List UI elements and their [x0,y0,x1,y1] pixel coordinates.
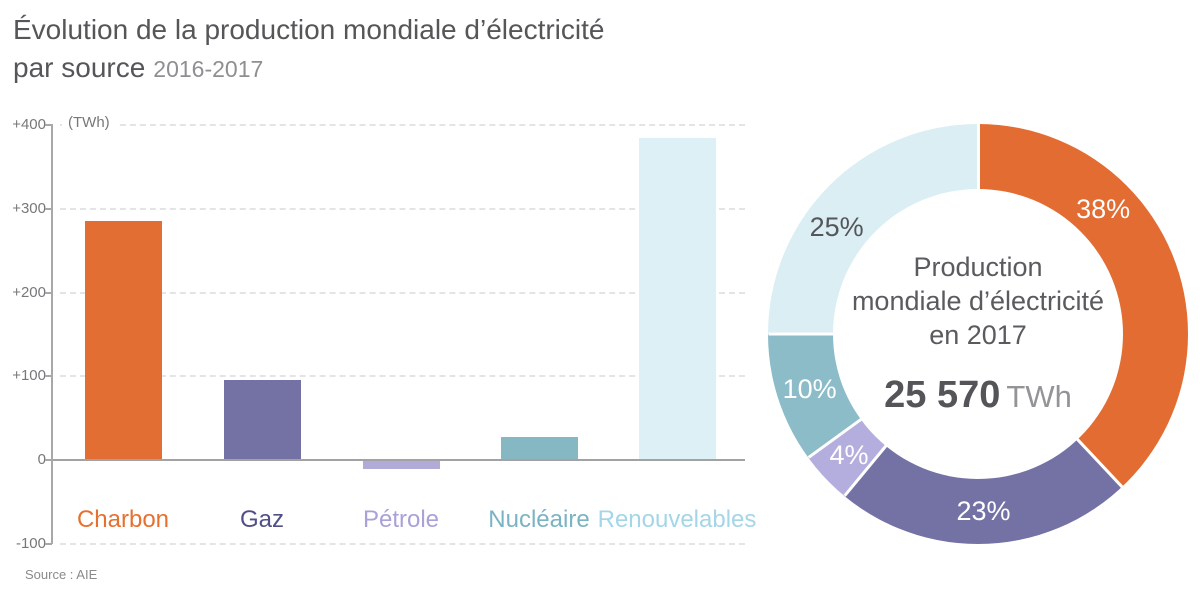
source-caption: Source : AIE [25,567,98,582]
donut-center-line-2: mondiale d’électricité [851,286,1105,316]
donut-hole [833,189,1123,479]
donut-center-text: Production mondiale d’électricité en 201… [818,250,1138,417]
y-tick-mark [45,207,52,210]
y-axis-unit-label: (TWh) [62,114,116,131]
y-axis-line [51,124,53,544]
y-tick-label: +400 [12,116,46,133]
slice-pct-label-renouvelables: 25% [809,212,864,243]
donut-total-unit: TWh [1006,379,1072,414]
page-title-line1: Évolution de la production mondiale d’él… [13,14,605,45]
bar-gaz [223,380,301,460]
gridline-300 [60,207,745,210]
category-label-gaz: Gaz [239,506,284,533]
title-period: 2016-2017 [153,56,264,82]
y-tick-mark [45,542,52,545]
y-tick-label: 0 [37,451,46,468]
slice-pct-label-pétrole: 4% [829,440,869,471]
gridline--100 [60,542,745,545]
gridline-400 [60,124,745,126]
zero-baseline [53,459,745,461]
slice-pct-label-charbon: 38% [1076,193,1131,224]
y-tick-mark [45,375,52,378]
slice-pct-label-gaz: 23% [956,495,1011,526]
y-tick-label: +200 [12,283,46,301]
donut-total-value: 25 570 [884,374,1001,416]
donut-center-line-3: en 2017 [929,320,1027,350]
slice-pct-label-nucléaire: 10% [782,373,837,404]
y-tick-label: +100 [12,367,46,385]
category-label-pétrole: Pétrole [362,506,440,533]
y-tick-mark [45,291,52,294]
bar-renouvelables [638,137,716,460]
y-tick-label: -100 [15,534,46,552]
category-label-charbon: Charbon [76,506,170,533]
category-label-nucléaire: Nucléaire [488,506,590,533]
donut-center-line-1: Production [913,252,1043,282]
gridline-200 [60,291,745,294]
bar-nucléaire [500,437,578,460]
y-tick-label: +300 [12,199,46,217]
donut-total-row: 25 570 TWh [818,374,1138,417]
page-title-line2-text: par source [13,52,146,83]
page-title-line2: par source 2016-2017 [13,50,263,87]
category-label-renouvelables: Renouvelables [597,506,757,533]
gridline-100 [60,375,745,378]
y-tick-mark [45,459,52,461]
bar-charbon [84,221,162,460]
bar-pétrole [362,461,440,470]
y-tick-mark [45,124,52,126]
